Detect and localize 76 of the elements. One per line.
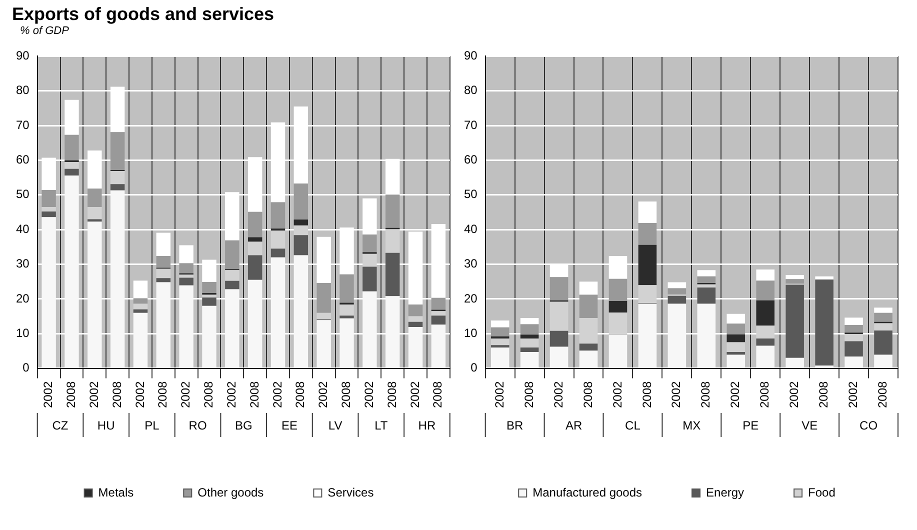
text: PE xyxy=(742,418,759,432)
y-tick-label: 90 xyxy=(16,48,30,63)
text: HR xyxy=(418,418,436,432)
x-tick-label: 2002 xyxy=(86,380,101,408)
x-tick-label: 2008 xyxy=(698,380,713,408)
x-tick-label: 2002 xyxy=(846,380,860,408)
x-tick-label: 2002 xyxy=(178,380,193,408)
x-tick-label: 2008 xyxy=(522,380,536,408)
y-tick-label: 0 xyxy=(470,360,478,375)
x-tick-label: 2008 xyxy=(247,380,262,408)
text: VE xyxy=(802,418,818,432)
y-tick-label: 10 xyxy=(464,326,478,340)
y-tick-label: 40 xyxy=(16,222,30,236)
x-tick-label: 2002 xyxy=(270,380,284,408)
text: AR xyxy=(565,418,582,432)
y-tick-label: 50 xyxy=(464,187,478,202)
y-tick-label: 20 xyxy=(16,291,30,306)
chart-title: Exports of goods and services xyxy=(12,4,276,25)
x-tick-label: 2008 xyxy=(876,380,890,408)
x-tick-label: 2008 xyxy=(202,380,216,408)
legend-label: Metals xyxy=(98,485,134,500)
y-tick-label: 80 xyxy=(16,83,30,98)
legend-label: Other goods xyxy=(198,485,264,500)
x-tick-label: 2002 xyxy=(316,380,330,408)
chart-subtitle: % of GDP xyxy=(20,25,70,39)
x-tick-label: 2008 xyxy=(110,380,124,408)
text: EE xyxy=(281,418,298,432)
legend-label: Energy xyxy=(706,485,744,500)
legend-label: Services xyxy=(328,485,374,500)
y-tick-label: 30 xyxy=(464,256,478,271)
x-tick-label: 2002 xyxy=(408,380,422,408)
y-tick-label: 80 xyxy=(464,83,478,98)
x-tick-label: 2002 xyxy=(787,380,802,408)
x-tick-label: 2008 xyxy=(64,380,78,408)
text: CZ xyxy=(52,418,68,432)
x-tick-label: 2002 xyxy=(610,380,624,408)
text: RO xyxy=(188,418,207,432)
x-tick-label: 2002 xyxy=(224,380,238,408)
text: LT xyxy=(374,418,388,432)
x-tick-label: 2002 xyxy=(728,380,742,408)
legend-label: Manufactured goods xyxy=(532,485,642,500)
x-tick-label: 2002 xyxy=(132,380,147,408)
text: HU xyxy=(97,418,115,432)
text: CL xyxy=(625,418,641,432)
text: MX xyxy=(682,418,701,432)
y-tick-label: 0 xyxy=(22,360,30,375)
x-tick-label: 2008 xyxy=(758,380,772,408)
y-tick-label: 30 xyxy=(16,256,30,271)
y-tick-label: 20 xyxy=(464,291,478,306)
x-tick-label: 2002 xyxy=(41,380,56,408)
x-tick-label: 2008 xyxy=(580,380,595,408)
x-tick-label: 2008 xyxy=(384,380,399,408)
text: CO xyxy=(860,418,878,432)
y-tick-label: 70 xyxy=(16,118,30,132)
text: LV xyxy=(328,418,342,432)
text: PL xyxy=(144,418,160,432)
legend-label: Food xyxy=(808,485,836,500)
x-tick-label: 2008 xyxy=(640,380,654,408)
x-tick-label: 2002 xyxy=(362,380,376,408)
y-tick-label: 60 xyxy=(16,152,30,167)
x-tick-label: 2008 xyxy=(293,380,308,408)
x-tick-label: 2008 xyxy=(339,380,354,408)
y-tick-label: 90 xyxy=(464,48,478,63)
text: BG xyxy=(234,418,252,432)
y-tick-label: 10 xyxy=(16,326,30,340)
y-tick-label: 50 xyxy=(16,187,30,202)
x-tick-label: 2002 xyxy=(492,380,506,408)
y-tick-label: 60 xyxy=(464,152,478,167)
x-tick-label: 2002 xyxy=(551,380,566,408)
text: BR xyxy=(506,418,524,432)
x-tick-label: 2008 xyxy=(156,380,170,408)
x-tick-label: 2008 xyxy=(430,380,445,408)
y-tick-label: 70 xyxy=(464,118,478,132)
y-tick-label: 40 xyxy=(464,222,478,236)
x-tick-label: 2008 xyxy=(816,380,831,408)
x-tick-label: 2002 xyxy=(669,380,684,408)
